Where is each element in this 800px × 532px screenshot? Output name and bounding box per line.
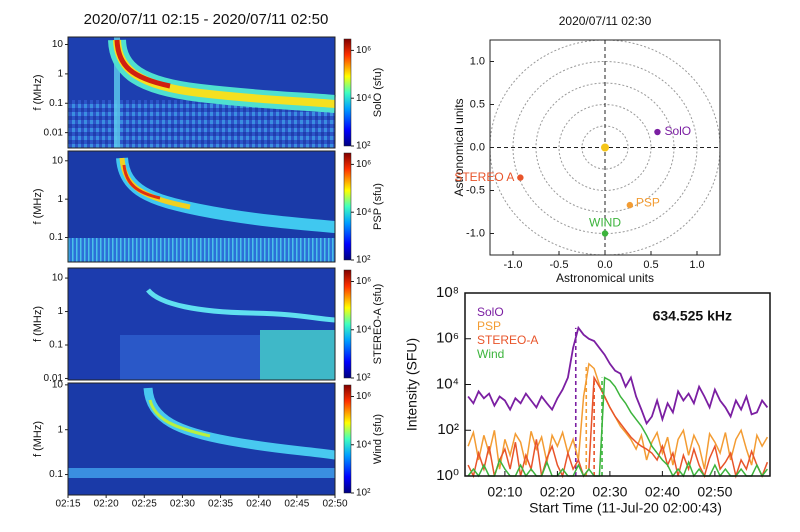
legend-entry: STEREO-A (477, 333, 538, 347)
chart-title: 2020/07/11 02:30 (559, 14, 652, 28)
colorbar (343, 269, 352, 379)
spacecraft-point (517, 174, 524, 181)
x-tick-label: -0.5 (550, 259, 569, 271)
y-tick-label: 10 (52, 379, 64, 390)
spacecraft-point (601, 230, 609, 237)
y-axis-label: f (MHz) (32, 188, 44, 224)
y-tick-label: 0.1 (49, 98, 63, 109)
y-axis-label: f (MHz) (32, 306, 44, 342)
y-tick-label: 10⁴ (436, 375, 459, 392)
x-tick-label: 02:15 (55, 499, 80, 510)
colorbar-label: STEREO-A (sfu) (372, 284, 384, 365)
y-tick-label: 10 (52, 39, 64, 50)
y-axis-label: Intensity (SFU) (404, 338, 420, 431)
annotation: 634.525 kHz (653, 308, 732, 324)
legend-entry: PSP (477, 319, 501, 333)
y-axis-label: f (MHz) (32, 74, 44, 110)
x-tick-label: 02:40 (645, 484, 680, 500)
chart-title: 2020/07/11 02:15 - 2020/07/11 02:50 (84, 11, 329, 28)
y-tick-label: 1 (57, 69, 63, 80)
x-tick-label: 02:30 (592, 484, 627, 500)
panel-frame (67, 382, 336, 496)
colorbar (343, 152, 352, 261)
x-tick-label: 02:50 (322, 499, 347, 510)
x-axis-label: Astronomical units (556, 271, 654, 285)
y-axis-label: Astronomical units (452, 98, 466, 196)
point-label: STEREO A (454, 170, 514, 184)
colorbar (343, 384, 352, 494)
y-tick-label: 0.5 (470, 98, 485, 110)
colorbar-tick-label: 10⁶ (356, 391, 371, 402)
sun (601, 143, 609, 152)
y-tick-label: 0.1 (49, 340, 63, 351)
y-tick-label: 0.1 (49, 232, 63, 243)
y-tick-label: 1 (57, 306, 63, 317)
y-tick-label: 0.0 (470, 141, 485, 153)
y-tick-label: 0.1 (49, 469, 63, 480)
colorbar-label: Wind (sfu) (372, 414, 384, 464)
colorbar-label: PSP (sfu) (372, 183, 384, 230)
series-line (467, 376, 768, 478)
y-tick-label: 10⁰ (436, 467, 459, 484)
x-tick-label: 02:35 (208, 499, 233, 510)
colorbar-tick-label: 10² (356, 141, 371, 152)
colorbar-tick-label: 10² (356, 488, 371, 499)
colorbar-tick-label: 10⁴ (356, 439, 371, 450)
spectrogram-images (68, 37, 336, 495)
y-tick-label: 1 (57, 424, 63, 435)
y-tick-label: 0.01 (44, 127, 64, 138)
x-axis-label: Start Time (11-Jul-20 02:00:43) (529, 500, 722, 516)
colorbar-tick-label: 10⁴ (356, 93, 371, 104)
legend-entry: Wind (477, 347, 504, 361)
y-tick-label: -1.0 (466, 227, 485, 239)
colorbar-tick-label: 10² (356, 373, 371, 384)
y-tick-label: 10⁶ (436, 330, 459, 347)
y-tick-label: 10 (52, 155, 64, 166)
series-line (467, 362, 769, 470)
y-tick-label: 0.01 (44, 373, 64, 384)
x-tick-label: 1.0 (689, 259, 704, 271)
spacecraft-point (654, 128, 661, 136)
colorbar-tick-label: 10⁴ (356, 324, 371, 335)
x-tick-label: 02:20 (540, 484, 575, 500)
y-tick-label: -0.5 (466, 184, 485, 196)
colorbar (343, 38, 352, 147)
x-tick-label: 02:20 (94, 499, 119, 510)
x-tick-label: 02:40 (246, 499, 271, 510)
colorbar-tick-label: 10⁶ (356, 159, 371, 170)
x-tick-label: 02:45 (284, 499, 309, 510)
x-tick-label: 02:50 (697, 484, 732, 500)
panel-frame (67, 267, 336, 381)
y-tick-label: 10 (52, 273, 64, 284)
y-tick-label: 10² (437, 421, 459, 438)
x-tick-label: 02:25 (132, 499, 157, 510)
y-tick-label: 1 (57, 194, 63, 205)
colorbar-tick-label: 10² (356, 255, 371, 266)
point-label: PSP (636, 195, 660, 209)
colorbar-tick-label: 10⁶ (356, 45, 371, 56)
y-tick-label: 10⁸ (436, 284, 459, 301)
panel-frame (67, 150, 336, 263)
series-line (467, 325, 769, 426)
x-tick-label: -1.0 (504, 259, 523, 271)
colorbar-tick-label: 10⁶ (356, 276, 371, 287)
point-label: WIND (589, 216, 621, 230)
y-axis-label: f (MHz) (32, 421, 44, 457)
spacecraft-point (626, 201, 634, 209)
point-label: SolO (664, 124, 691, 138)
x-tick-label: 0.5 (643, 259, 658, 271)
x-tick-label: 02:30 (170, 499, 195, 510)
colorbar-tick-label: 10⁴ (356, 207, 371, 218)
colorbar-label: SolO (sfu) (372, 68, 384, 118)
series-line (467, 375, 769, 479)
x-tick-label: 02:10 (487, 484, 522, 500)
panel-frame (67, 36, 336, 149)
legend-entry: SolO (477, 305, 504, 319)
x-tick-label: 0.0 (597, 259, 612, 271)
y-tick-label: 1.0 (470, 55, 485, 67)
